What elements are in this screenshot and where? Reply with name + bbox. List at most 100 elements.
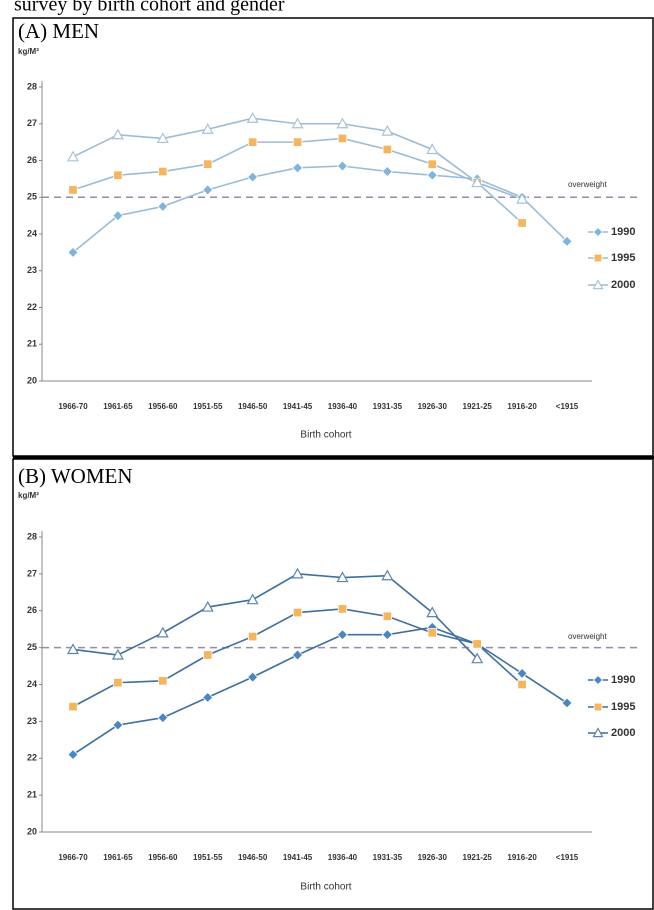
marker	[561, 697, 573, 709]
x-tick-label: 1956-60	[148, 853, 178, 862]
marker	[291, 162, 304, 174]
y-tick-label: 24	[27, 228, 37, 238]
marker	[67, 748, 79, 761]
reference-label: overweight	[568, 180, 607, 189]
x-tick-label: 1931-35	[373, 853, 403, 862]
marker	[113, 170, 123, 180]
marker	[292, 137, 303, 147]
y-tick-label: 20	[27, 375, 37, 385]
x-tick-label: 1941-45	[283, 853, 313, 862]
marker	[201, 123, 214, 134]
panel-border	[12, 458, 654, 910]
x-tick-label: <1915	[556, 402, 579, 411]
marker	[382, 144, 393, 155]
x-tick-label: 1961-65	[103, 853, 133, 862]
marker	[158, 166, 168, 177]
marker	[381, 165, 393, 178]
y-axis-label: kg/M²	[18, 491, 39, 500]
marker	[381, 629, 393, 641]
marker	[246, 593, 259, 605]
legend-label: 1990	[611, 674, 635, 686]
legend-label: 1995	[611, 701, 635, 713]
marker	[336, 629, 349, 641]
marker	[292, 607, 303, 618]
series-line	[72, 165, 568, 253]
marker	[337, 604, 348, 614]
legend-marker	[592, 727, 604, 738]
marker	[291, 649, 304, 661]
marker	[158, 676, 168, 686]
marker	[336, 117, 349, 129]
y-tick-label: 23	[27, 716, 37, 726]
y-tick-label: 25	[27, 192, 37, 202]
marker	[203, 650, 213, 660]
x-tick-label: 1931-35	[373, 402, 403, 411]
marker	[157, 200, 169, 213]
marker	[382, 611, 393, 621]
marker	[111, 648, 124, 660]
chart-title: (A) MEN	[18, 19, 99, 43]
marker	[111, 128, 124, 140]
y-tick-label: 28	[27, 81, 37, 91]
x-tick-label: 1926-30	[418, 402, 448, 411]
marker	[381, 569, 394, 581]
marker	[471, 652, 484, 664]
legend-marker	[592, 279, 604, 290]
y-tick-label: 21	[27, 339, 37, 349]
x-tick-label: 1946-50	[238, 402, 268, 411]
x-axis-label: Birth cohort	[300, 882, 351, 893]
marker	[67, 246, 79, 258]
legend-label: 1990	[611, 226, 635, 238]
marker	[426, 169, 438, 181]
legend-marker	[593, 253, 603, 263]
legend-marker	[592, 226, 604, 238]
y-tick-label: 26	[27, 155, 37, 165]
series-line	[72, 573, 478, 660]
marker	[246, 112, 259, 123]
y-tick-label: 27	[27, 118, 37, 128]
legend-label: 2000	[611, 279, 635, 291]
legend-label: 2000	[611, 727, 635, 739]
x-axis-label: Birth cohort	[300, 430, 351, 441]
marker	[247, 631, 258, 642]
legend-label: 1995	[611, 252, 635, 264]
x-tick-label: <1915	[556, 853, 579, 862]
series-line	[72, 626, 568, 756]
x-tick-label: 1951-55	[193, 402, 223, 411]
marker	[471, 176, 484, 188]
marker	[112, 719, 124, 731]
marker	[381, 124, 394, 136]
x-tick-label: 1941-45	[283, 402, 313, 411]
marker	[112, 210, 124, 222]
y-tick-label: 25	[27, 642, 37, 652]
figure-caption: survey by birth cohort and gender	[14, 0, 285, 16]
marker	[66, 643, 80, 655]
marker	[337, 133, 348, 144]
x-tick-label: 1916-20	[507, 402, 537, 411]
panel-border	[12, 17, 654, 457]
marker	[113, 678, 123, 688]
y-tick-label: 22	[27, 753, 37, 763]
x-tick-label: 1951-55	[193, 853, 223, 862]
y-tick-label: 28	[27, 531, 37, 541]
marker	[156, 132, 169, 144]
marker	[472, 639, 482, 649]
marker	[247, 671, 259, 683]
marker	[517, 218, 527, 228]
marker	[202, 184, 214, 196]
marker	[203, 159, 213, 169]
marker	[156, 626, 169, 638]
marker	[66, 150, 80, 162]
x-tick-label: 1921-25	[463, 402, 493, 411]
marker	[202, 691, 214, 703]
marker	[516, 192, 529, 204]
y-tick-label: 21	[27, 790, 37, 800]
x-tick-label: 1936-40	[328, 853, 358, 862]
x-tick-label: 1966-70	[58, 853, 88, 862]
marker	[426, 606, 439, 618]
marker	[247, 171, 259, 183]
y-axis-label: kg/M²	[18, 47, 39, 56]
y-tick-label: 22	[27, 302, 37, 312]
marker	[336, 571, 349, 583]
